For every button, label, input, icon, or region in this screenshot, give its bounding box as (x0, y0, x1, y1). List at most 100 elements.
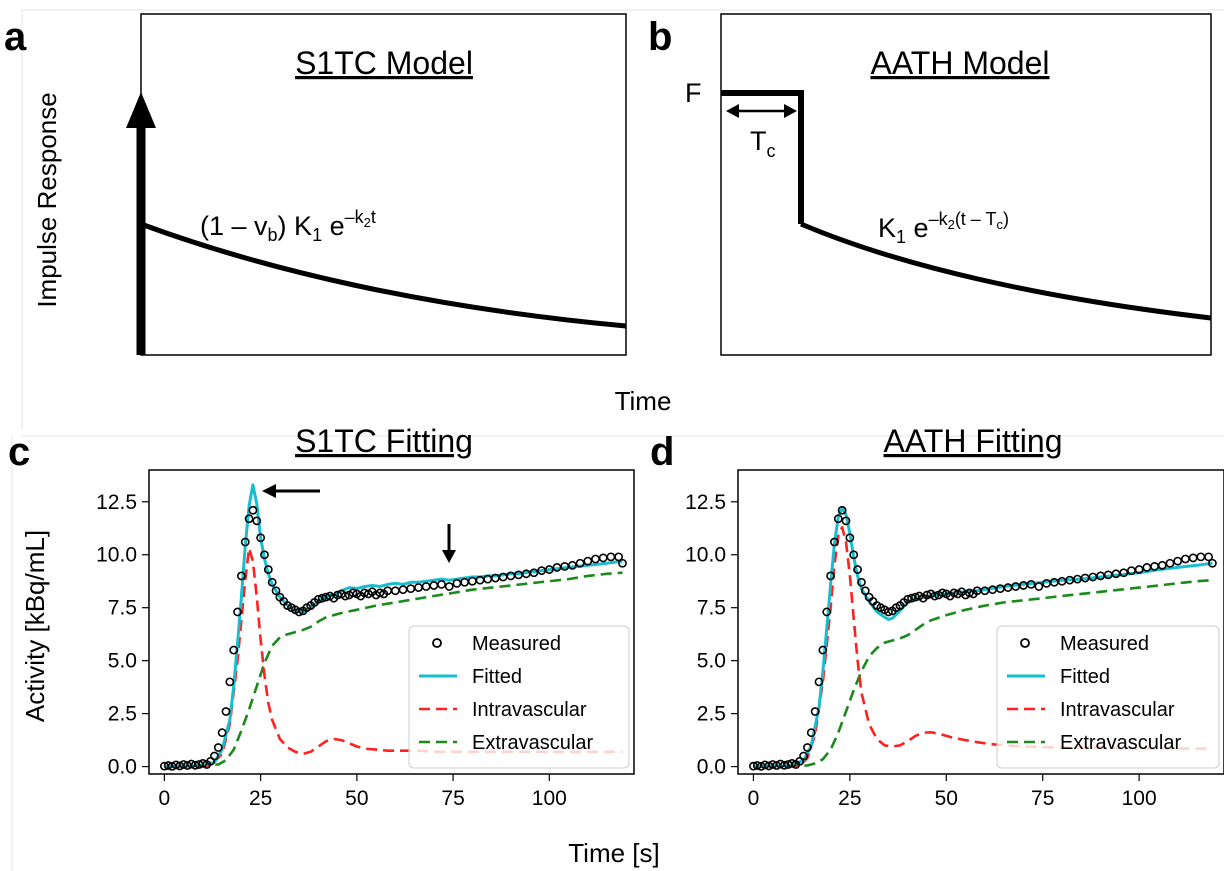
chart-c-measured-point (618, 558, 627, 568)
chart-c-measured-point (267, 577, 277, 587)
chart-c-measured-point (568, 560, 577, 570)
chart-c-measured-point (244, 514, 254, 524)
chart-d-measured-point (849, 550, 859, 560)
chart-c-measured-point (444, 582, 454, 591)
chart-d-xtick-label: 100 (1122, 787, 1157, 810)
panel-c-s1tc-fitting: S1TC Fitting 0.0 2.5 5.0 7.5 10.0 12.5 0 25 50 75… (96, 423, 635, 810)
top-ylabel: Impulse Response (32, 92, 62, 307)
chart-d-measured-point (1034, 582, 1044, 591)
chart-d-measured-point (1157, 560, 1167, 570)
chart-c-measured-point (591, 554, 600, 564)
chart-c-measured-point (294, 607, 304, 617)
chart-c-measured-point (390, 586, 400, 596)
chart-d-extravascular-line (753, 578, 1213, 768)
panel-label-d: d (650, 430, 674, 474)
chart-c-measured-point (213, 743, 223, 752)
chart-c-measured-point (606, 552, 616, 562)
f-label: F (685, 78, 702, 108)
chart-c-ytick-label: 2.5 (108, 703, 137, 726)
chart-d-measured-point (841, 516, 851, 526)
aath-equation: K1 e–k2(t – Tc) (878, 209, 1009, 247)
chart-c-xtick-label: 0 (159, 787, 171, 810)
chart-c-measured-point (221, 707, 231, 716)
chart-d-measured-point (853, 565, 862, 574)
chart-d-ytick-label: 2.5 (697, 703, 726, 726)
chart-c-ytick-label: 12.5 (96, 491, 137, 514)
panel-label-b: b (648, 15, 672, 59)
chart-d-ytick-label: 5.0 (697, 650, 726, 673)
chart-c-legend-extravascular-label: Extravascular (472, 732, 593, 754)
s1tc-decay-curve (140, 221, 627, 329)
chart-d-measured-point (938, 588, 947, 598)
chart-d-measured-point (806, 728, 816, 738)
chart-c-measured-point (598, 553, 608, 563)
chart-c-measured-point (240, 537, 250, 547)
chart-d-measured-point (830, 537, 839, 547)
chart-d-measured-point (884, 607, 893, 617)
chart-d-measured-point (837, 505, 847, 515)
chart-c-legend-fitted-label: Fitted (472, 666, 522, 688)
chart-c-measured-point (406, 584, 416, 594)
chart-c-legend-box (408, 625, 630, 769)
chart-c-ytick-label: 10.0 (96, 544, 137, 567)
chart-c-measured-point (233, 607, 242, 617)
chart-d-measured-point (1173, 556, 1183, 566)
chart-c-measured-point (340, 591, 350, 601)
chart-d-legend-box (996, 625, 1220, 769)
chart-d-measured-point (787, 759, 797, 768)
chart-d-measured-point (1208, 558, 1217, 568)
chart-d-measured-point (907, 593, 916, 603)
impulse-arrowhead (126, 92, 156, 128)
chart-c-xtick-label: 75 (441, 787, 464, 810)
chart-c-extravascular-line (164, 571, 623, 768)
chart-d-xtick-label: 75 (1031, 787, 1054, 810)
chart-d-ytick-label: 12.5 (685, 491, 726, 514)
peak-arrowhead (262, 484, 276, 498)
panel-label-c: c (8, 430, 30, 474)
chart-d-title: AATH Fitting (884, 423, 1063, 459)
chart-c-legend-measured-swatch (432, 638, 442, 648)
chart-c-ytick-label: 0.0 (108, 756, 137, 779)
chart-d-xtick-label: 0 (748, 787, 760, 810)
chart-c-measured-point (575, 558, 585, 568)
chart-c-measured-point (263, 565, 273, 574)
chart-c-legend-measured-label: Measured (472, 633, 561, 655)
chart-d-measured-point (857, 577, 866, 587)
panel-d-aath-fitting: AATH Fitting 0.0 2.5 5.0 7.5 10.0 12.5 0 25 50 75… (685, 423, 1224, 810)
chart-d-legend-intravascular-label: Intravascular (1060, 699, 1175, 721)
chart-c-xtick-label: 50 (345, 787, 368, 810)
chart-c-ytick-label: 5.0 (108, 650, 137, 673)
chart-c-measured-point (313, 594, 323, 604)
chart-c-measured-point (252, 516, 262, 526)
chart-c-measured-point (348, 588, 358, 598)
chart-d-measured-point (1026, 579, 1036, 589)
chart-c-title: S1TC Fitting (295, 423, 473, 459)
chart-c-measured-point (529, 568, 539, 578)
chart-c-measured-point (614, 552, 624, 562)
chart-d-measured-point (930, 591, 940, 601)
chart-c-measured-point (437, 579, 446, 589)
chart-c-measured-point (414, 583, 423, 592)
chart-c-measured-point (452, 578, 462, 588)
chart-c-measured-point (236, 571, 246, 581)
chart-c-xtick-label: 100 (532, 787, 567, 810)
chart-c-measured-point (225, 677, 235, 687)
panel-b-frame (720, 13, 1212, 356)
chart-c-plot-frame (148, 469, 635, 775)
chart-c-measured-point (256, 533, 266, 543)
chart-d-plot-frame (737, 469, 1224, 775)
bottom-ylabel: Activity [kBq/mL] (20, 530, 50, 722)
chart-c-measured-point (229, 645, 239, 655)
chart-d-measured-point (845, 533, 855, 543)
chart-d-legend-fitted-label: Fitted (1060, 666, 1110, 688)
chart-d-measured-point (860, 586, 870, 596)
chart-c-measured-point (375, 588, 385, 598)
panel-b-title: AATH Model (870, 45, 1049, 81)
chart-c-measured-point (260, 550, 269, 560)
chart-d-measured-point (1119, 568, 1129, 578)
chart-d-measured-point (826, 571, 835, 581)
panel-b-aath-model: AATH Model F Tc K1 e–k2(t – Tc) (685, 13, 1212, 356)
down-arrowhead (442, 550, 456, 563)
chart-c-xtick-label: 25 (249, 787, 272, 810)
chart-d-measured-point (1134, 565, 1144, 574)
